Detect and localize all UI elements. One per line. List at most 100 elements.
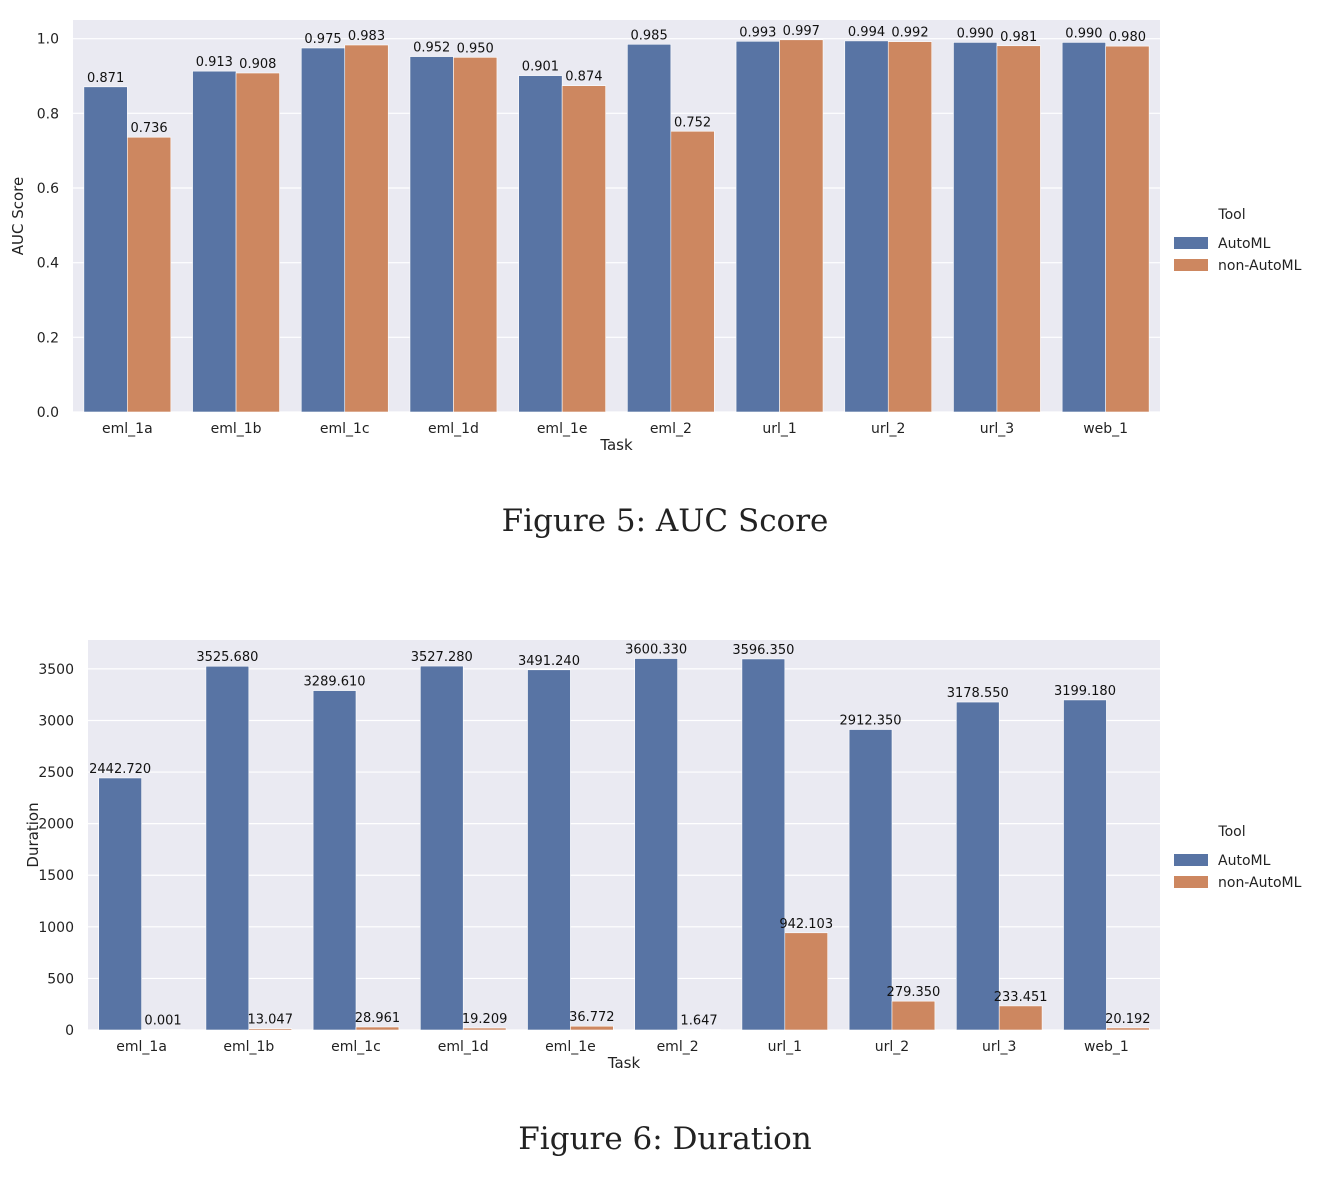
x-tick-label: eml_1c (331, 1039, 381, 1055)
y-axis-label: Duration (24, 802, 42, 867)
duration-chart: 0 500 1000 1500 2000 2500 3000 3500 2442.720 0.00… (24, 640, 1302, 1072)
y-tick-label: 2500 (38, 765, 74, 781)
bar-value-label: 3600.330 (625, 643, 687, 658)
bar-automl-eml_1d (409, 56, 454, 413)
y-tick-label: 0 (65, 1023, 74, 1039)
x-tick-label: eml_1b (211, 421, 262, 437)
x-tick-label: url_2 (875, 1039, 909, 1055)
legend-label: AutoML (1218, 236, 1271, 252)
x-tick-label: eml_1e (537, 421, 588, 437)
legend-label: non-AutoML (1218, 875, 1302, 891)
bar-value-label: 3491.240 (518, 654, 580, 669)
bar-automl-url_2 (844, 40, 889, 413)
bar-automl-eml_1c (300, 47, 346, 413)
bar-non-automl-web_1 (1106, 1027, 1150, 1031)
bar-value-label: 942.103 (779, 917, 833, 932)
bar-non-automl-url_3 (996, 45, 1041, 413)
legend-title: Tool (1217, 207, 1245, 223)
bar-non-automl-eml_1e (570, 1025, 614, 1031)
x-tick-label: eml_1a (102, 421, 153, 437)
x-axis-label: Task (599, 436, 633, 454)
bar-non-automl-eml_1a (141, 1029, 185, 1031)
legend-label: non-AutoML (1218, 258, 1302, 274)
bar-value-label: 279.350 (887, 985, 941, 1000)
bar-value-label: 0.985 (631, 28, 668, 43)
bar-non-automl-eml_1d (453, 57, 498, 413)
y-tick-label: 500 (47, 971, 74, 987)
bar-non-automl-web_1 (1105, 45, 1150, 413)
bar-non-automl-eml_1b (235, 72, 280, 413)
bar-value-label: 3525.680 (196, 650, 258, 665)
bar-value-label: 0.913 (196, 55, 233, 70)
y-tick-label: 0.0 (37, 405, 59, 421)
x-tick-label: eml_1e (545, 1039, 596, 1055)
y-tick-label: 1.0 (37, 32, 59, 48)
bar-value-label: 3527.280 (411, 650, 473, 665)
bar-value-label: 0.983 (348, 29, 385, 44)
y-tick-label: 3500 (38, 662, 74, 678)
legend-swatch-automl (1174, 237, 1208, 249)
bar-value-label: 3289.610 (304, 675, 366, 690)
bar-value-label: 1.647 (680, 1014, 717, 1029)
bar-non-automl-eml_1c (355, 1026, 400, 1031)
bar-automl-eml_1b (205, 665, 250, 1031)
bar-value-label: 0.874 (565, 70, 602, 85)
bar-value-label: 19.209 (462, 1012, 508, 1027)
bar-non-automl-eml_1c (344, 44, 389, 413)
y-tick-label: 0.6 (37, 181, 59, 197)
bar-non-automl-eml_1b (248, 1028, 292, 1031)
bar-value-label: 0.001 (144, 1014, 181, 1029)
bar-value-label: 20.192 (1105, 1012, 1151, 1027)
bar-value-label: 0.736 (130, 121, 167, 136)
y-tick-label: 0.8 (37, 106, 59, 122)
x-tick-label: web_1 (1084, 1039, 1129, 1055)
legend-swatch-non-automl (1174, 259, 1208, 271)
bar-non-automl-eml_1a (127, 136, 172, 413)
x-tick-label: web_1 (1083, 421, 1128, 437)
bar-value-label: 0.992 (891, 26, 928, 41)
figure-5-caption: Figure 5: AUC Score (501, 503, 829, 539)
x-tick-label: url_1 (762, 421, 796, 437)
bar-automl-eml_1a (83, 86, 128, 413)
legend-label: AutoML (1218, 853, 1271, 869)
x-tick-label: eml_1d (428, 421, 479, 437)
bar-automl-eml_1a (98, 777, 142, 1031)
x-axis-label: Task (607, 1054, 641, 1072)
bar-automl-eml_1d (420, 665, 464, 1031)
y-tick-label: 2000 (38, 817, 74, 833)
y-tick-label: 0.2 (37, 330, 59, 346)
bar-value-label: 0.994 (848, 25, 885, 40)
bar-automl-url_1 (735, 40, 780, 413)
bar-non-automl-eml_1e (561, 85, 606, 413)
bar-non-automl-eml_2 (677, 1029, 721, 1031)
bar-value-label: 233.451 (994, 990, 1048, 1005)
bar-value-label: 2442.720 (89, 762, 151, 777)
y-tick-label: 0.4 (37, 256, 59, 272)
legend-swatch-non-automl (1174, 876, 1208, 888)
bar-non-automl-url_3 (998, 1005, 1043, 1031)
bar-value-label: 0.952 (413, 41, 450, 56)
bar-automl-eml_1e (527, 669, 571, 1031)
y-tick-label: 3000 (38, 713, 74, 729)
bar-value-label: 3178.550 (947, 686, 1009, 701)
x-tick-label: url_3 (982, 1039, 1016, 1055)
bar-value-label: 3199.180 (1054, 684, 1116, 699)
bar-value-label: 0.975 (304, 32, 341, 47)
bar-non-automl-url_1 (779, 39, 824, 413)
bar-automl-web_1 (1063, 699, 1107, 1031)
legend-title: Tool (1217, 824, 1245, 840)
bar-automl-eml_1b (192, 70, 237, 413)
bar-non-automl-eml_2 (670, 130, 715, 413)
bar-value-label: 0.993 (739, 25, 776, 40)
figure-6-caption: Figure 6: Duration (518, 1121, 812, 1157)
bar-automl-url_3 (953, 42, 998, 413)
bar-value-label: 0.997 (783, 24, 820, 39)
y-axis-label: AUC Score (9, 177, 27, 256)
bar-value-label: 36.772 (569, 1010, 615, 1025)
bar-value-label: 28.961 (355, 1011, 401, 1026)
bar-non-automl-url_1 (784, 932, 828, 1031)
bar-value-label: 0.908 (239, 57, 276, 72)
x-tick-label: url_1 (768, 1039, 802, 1055)
bar-value-label: 13.047 (247, 1013, 293, 1028)
bar-automl-web_1 (1061, 42, 1106, 413)
